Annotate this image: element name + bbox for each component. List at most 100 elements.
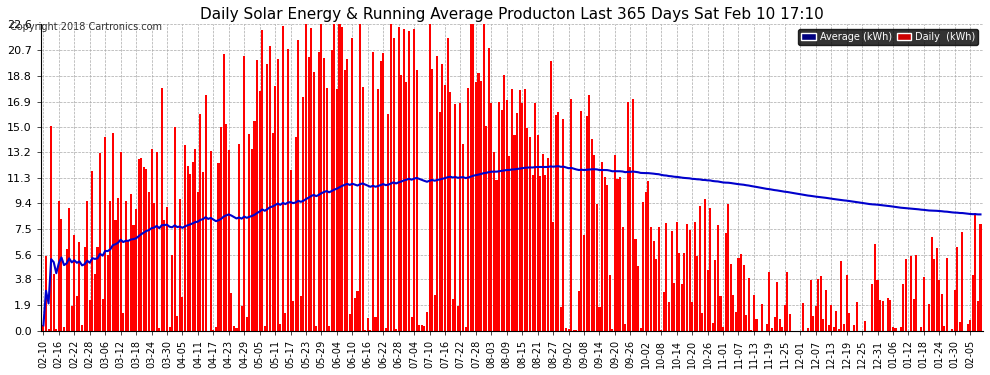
- Bar: [356, 291, 358, 331]
- Bar: [876, 280, 878, 331]
- Bar: [720, 296, 722, 331]
- Bar: [302, 97, 305, 331]
- Bar: [583, 235, 585, 331]
- Bar: [565, 328, 567, 331]
- Bar: [689, 230, 691, 331]
- Bar: [81, 325, 83, 331]
- Bar: [644, 192, 646, 331]
- Bar: [99, 153, 101, 331]
- Bar: [493, 152, 495, 331]
- Bar: [519, 90, 521, 331]
- Bar: [552, 222, 554, 331]
- Bar: [588, 96, 590, 331]
- Bar: [709, 208, 711, 331]
- Bar: [94, 274, 96, 331]
- Bar: [570, 99, 572, 331]
- Bar: [451, 299, 453, 331]
- Bar: [934, 260, 936, 331]
- Bar: [549, 61, 551, 331]
- Bar: [171, 255, 173, 331]
- Bar: [382, 54, 384, 331]
- Bar: [836, 311, 838, 331]
- Bar: [238, 144, 241, 331]
- Bar: [405, 82, 408, 331]
- Bar: [562, 119, 564, 331]
- Bar: [331, 50, 333, 331]
- Bar: [418, 325, 421, 331]
- Bar: [454, 104, 456, 331]
- Bar: [663, 291, 665, 331]
- Bar: [323, 58, 325, 331]
- Bar: [148, 192, 150, 331]
- Bar: [572, 330, 575, 331]
- Bar: [683, 253, 685, 331]
- Bar: [150, 149, 152, 331]
- Bar: [546, 158, 549, 331]
- Bar: [812, 316, 814, 331]
- Bar: [789, 314, 791, 331]
- Bar: [107, 255, 109, 331]
- Bar: [244, 56, 246, 331]
- Bar: [253, 120, 255, 331]
- Bar: [781, 327, 783, 331]
- Bar: [508, 156, 511, 331]
- Bar: [426, 312, 428, 331]
- Bar: [534, 104, 537, 331]
- Bar: [89, 300, 91, 331]
- Bar: [838, 328, 840, 331]
- Bar: [115, 220, 117, 331]
- Bar: [218, 163, 220, 331]
- Bar: [112, 133, 114, 331]
- Bar: [104, 137, 106, 331]
- Bar: [400, 75, 402, 331]
- Bar: [643, 202, 644, 331]
- Bar: [287, 48, 289, 331]
- Bar: [128, 241, 130, 331]
- Bar: [609, 274, 611, 331]
- Bar: [160, 88, 163, 331]
- Bar: [974, 213, 976, 331]
- Bar: [86, 201, 88, 331]
- Bar: [879, 300, 881, 331]
- Bar: [905, 259, 907, 331]
- Bar: [627, 102, 629, 331]
- Bar: [276, 58, 279, 331]
- Bar: [289, 170, 292, 331]
- Bar: [516, 113, 518, 331]
- Bar: [900, 327, 902, 331]
- Bar: [372, 52, 374, 331]
- Bar: [910, 256, 912, 331]
- Bar: [495, 180, 498, 331]
- Bar: [295, 137, 297, 331]
- Bar: [699, 206, 701, 331]
- Bar: [704, 199, 706, 331]
- Bar: [482, 24, 485, 331]
- Bar: [431, 69, 434, 331]
- Bar: [424, 326, 426, 331]
- Bar: [722, 327, 724, 331]
- Bar: [977, 301, 979, 331]
- Title: Daily Solar Energy & Running Average Producton Last 365 Days Sat Feb 10 17:10: Daily Solar Energy & Running Average Pro…: [200, 7, 824, 22]
- Bar: [540, 176, 542, 331]
- Bar: [472, 24, 474, 331]
- Bar: [665, 223, 667, 331]
- Bar: [892, 327, 894, 331]
- Bar: [735, 312, 737, 331]
- Bar: [143, 167, 145, 331]
- Bar: [166, 207, 168, 331]
- Bar: [117, 198, 119, 331]
- Bar: [591, 139, 593, 331]
- Bar: [282, 26, 284, 331]
- Bar: [339, 24, 341, 331]
- Bar: [83, 247, 86, 331]
- Bar: [52, 274, 54, 331]
- Bar: [802, 303, 804, 331]
- Bar: [279, 324, 281, 331]
- Bar: [611, 328, 614, 331]
- Bar: [760, 304, 762, 331]
- Bar: [498, 102, 500, 331]
- Bar: [176, 316, 178, 331]
- Bar: [68, 208, 70, 331]
- Bar: [442, 64, 444, 331]
- Bar: [398, 27, 400, 331]
